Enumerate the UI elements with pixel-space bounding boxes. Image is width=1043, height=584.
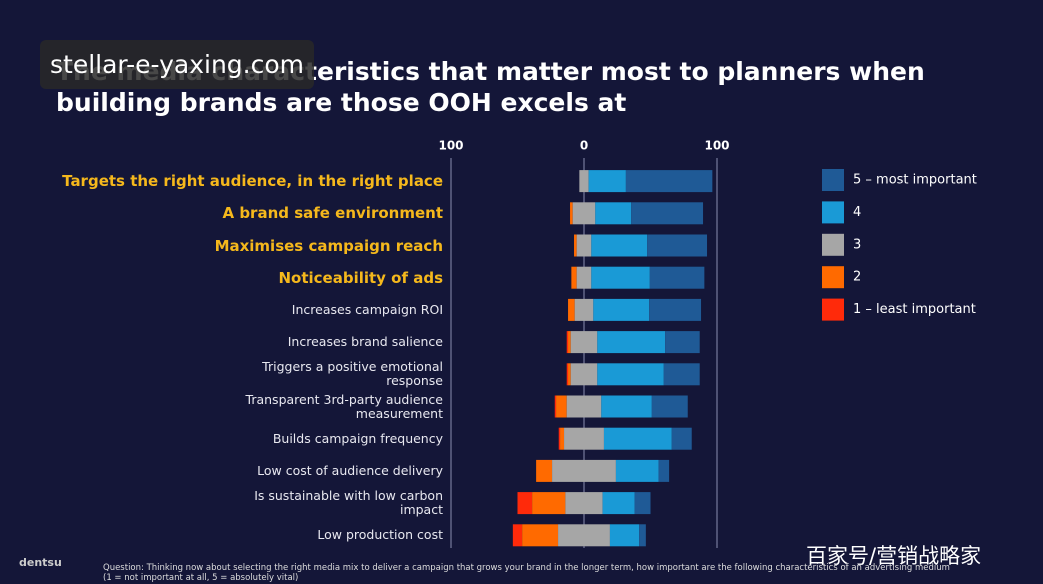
legend-swatch [822,266,844,289]
bar-segment [595,202,632,225]
category-label: Low cost of audience delivery [257,462,443,478]
bar-segment [552,459,616,482]
category-label: Is sustainable with low carbon impact [254,488,443,518]
category-label: Triggers a positive emotional response [262,359,443,389]
bar-segment [574,298,594,321]
x-tick-label: 100 [704,139,729,153]
bar-segment [556,395,567,418]
footnote: Question: Thinking now about selecting t… [103,563,950,583]
bar-segment [658,459,670,482]
bar-segment [671,427,692,450]
bar-segment [570,363,598,386]
legend-label: 2 [853,270,861,285]
bar-segment [572,202,596,225]
bar-segment [634,492,651,515]
category-label: Builds campaign frequency [272,430,443,446]
legend-label: 3 [853,237,861,252]
legend-label: 4 [853,205,861,220]
legend-label: 1 – least important [853,302,976,317]
bar-segment [566,395,602,418]
bar-segment [565,492,603,515]
bar-segment [570,331,598,354]
category-label: Increases brand salience [287,334,443,350]
category-label: Low production cost [317,527,443,543]
bar-segment [568,331,571,354]
bar-segment [566,331,569,354]
bar-segment [588,170,626,193]
bar-segment [579,170,589,193]
category-label: Noticeability of ads [278,268,443,287]
bar-segment [601,395,652,418]
bar-segment [649,266,705,289]
bar-segment [558,524,610,547]
bar-segment [536,459,553,482]
category-label: Transparent 3rd-party audience measureme… [245,391,443,421]
bar-segment [663,363,700,386]
bar-segment [591,266,650,289]
bar-segment [593,298,650,321]
bar-segment [647,234,708,257]
bar-segment [591,234,648,257]
legend-swatch [822,298,844,321]
category-label: A brand safe environment [222,204,443,223]
bar-segment [532,492,566,515]
bar-segment [625,170,713,193]
bar-segment [522,524,559,547]
bar-segment [649,298,702,321]
bar-segment [560,427,565,450]
source-mark: 百家号/营销战略家 [806,544,982,568]
bar-segment [568,298,575,321]
legend-swatch [822,201,844,224]
brand: dentsu [19,556,62,569]
bar-segment [651,395,688,418]
category-label: Targets the right audience, in the right… [62,172,443,191]
bar-segment [512,524,523,547]
legend-label: 5 – most important [853,173,977,188]
bar-segment [597,331,666,354]
watermark: stellar-e-yaxing.com [40,40,314,89]
bar-segment [566,363,569,386]
bar-segment [576,234,592,257]
bar-segment [615,459,659,482]
x-tick-label: 0 [580,139,588,153]
bar-segment [571,266,577,289]
bar-segment [568,363,571,386]
bar-segment [554,395,557,418]
bar-segment [639,524,646,547]
bar-segment [665,331,700,354]
bar-segment [597,363,664,386]
x-tick-label: 100 [438,139,463,153]
bar-segment [602,492,635,515]
bar-segment [603,427,672,450]
legend-swatch [822,169,844,191]
bar-segment [570,202,573,225]
bar-segment [609,524,640,547]
category-label: Increases campaign ROI [291,301,443,317]
category-label: Maximises campaign reach [214,236,443,255]
legend-swatch [822,233,844,256]
bar-segment [517,492,533,515]
bar-segment [631,202,704,225]
bar-segment [576,266,592,289]
bar-segment [564,427,604,450]
bar-segment [574,234,577,257]
bar-segment [558,427,561,450]
